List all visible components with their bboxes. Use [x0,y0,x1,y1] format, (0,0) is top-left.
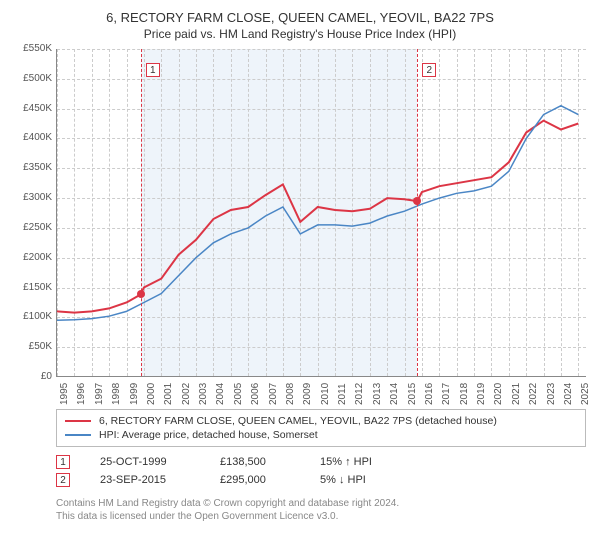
chart-container: 6, RECTORY FARM CLOSE, QUEEN CAMEL, YEOV… [0,0,600,560]
y-axis-label: £250K [12,222,52,233]
legend-swatch [65,434,91,436]
x-axis-label: 2009 [302,383,313,405]
chart-area: 12 £0£50K£100K£150K£200K£250K£300K£350K£… [12,49,588,401]
transaction-row: 1 25-OCT-1999 £138,500 15% ↑ HPI [56,453,586,471]
x-axis-label: 2012 [354,383,365,405]
x-axis-label: 2013 [372,383,383,405]
x-axis-label: 2010 [320,383,331,405]
x-axis-label: 1998 [111,383,122,405]
chart-title: 6, RECTORY FARM CLOSE, QUEEN CAMEL, YEOV… [12,10,588,25]
x-axis-label: 2014 [389,383,400,405]
y-axis-label: £50K [12,341,52,352]
transaction-price: £138,500 [220,456,290,468]
x-axis-label: 2001 [163,383,174,405]
transaction-number: 1 [56,455,70,469]
transactions-table: 1 25-OCT-1999 £138,500 15% ↑ HPI 2 23-SEP-201… [56,453,586,489]
x-axis-label: 1999 [129,383,140,405]
legend-label: 6, RECTORY FARM CLOSE, QUEEN CAMEL, YEOV… [99,415,497,427]
transaction-marker-dot [137,290,145,298]
series-line-hpi [57,106,578,321]
footnote-line: Contains HM Land Registry data © Crown c… [56,497,586,510]
y-axis-label: £350K [12,162,52,173]
x-axis-label: 2006 [250,383,261,405]
y-axis-label: £500K [12,73,52,84]
x-axis-label: 2005 [233,383,244,405]
x-axis-label: 2000 [146,383,157,405]
series-line-property [57,121,578,313]
x-axis-label: 2020 [493,383,504,405]
y-axis-label: £450K [12,103,52,114]
legend-swatch [65,420,91,422]
transaction-number: 2 [56,473,70,487]
transaction-row: 2 23-SEP-2015 £295,000 5% ↓ HPI [56,471,586,489]
legend-item: 6, RECTORY FARM CLOSE, QUEEN CAMEL, YEOV… [65,414,577,428]
y-axis-label: £400K [12,132,52,143]
transaction-date: 23-SEP-2015 [100,474,190,486]
transaction-delta: 5% ↓ HPI [320,474,366,486]
x-axis-label: 2022 [528,383,539,405]
chart-subtitle: Price paid vs. HM Land Registry's House … [12,27,588,41]
x-axis-label: 2003 [198,383,209,405]
x-axis-label: 2002 [181,383,192,405]
transaction-delta: 15% ↑ HPI [320,456,372,468]
y-axis-label: £150K [12,282,52,293]
transaction-date: 25-OCT-1999 [100,456,190,468]
x-axis-label: 2023 [546,383,557,405]
x-axis-label: 2007 [268,383,279,405]
transaction-marker-dot [413,197,421,205]
legend-item: HPI: Average price, detached house, Some… [65,428,577,442]
transaction-marker-badge: 1 [146,63,160,77]
plot-region: 12 [56,49,586,377]
x-axis-label: 1997 [94,383,105,405]
transaction-marker-badge: 2 [422,63,436,77]
x-axis-label: 2017 [441,383,452,405]
transaction-price: £295,000 [220,474,290,486]
legend: 6, RECTORY FARM CLOSE, QUEEN CAMEL, YEOV… [56,409,586,447]
x-axis-label: 2016 [424,383,435,405]
x-axis-label: 2008 [285,383,296,405]
x-axis-label: 2021 [511,383,522,405]
legend-label: HPI: Average price, detached house, Some… [99,429,318,441]
y-axis-label: £300K [12,192,52,203]
y-axis-label: £100K [12,311,52,322]
y-axis-label: £200K [12,252,52,263]
x-axis-label: 2018 [459,383,470,405]
y-axis-label: £0 [12,371,52,382]
transaction-marker-line [417,49,418,376]
x-axis-label: 2015 [407,383,418,405]
footnote: Contains HM Land Registry data © Crown c… [56,497,586,523]
y-axis-label: £550K [12,43,52,54]
x-axis-label: 2019 [476,383,487,405]
x-axis-label: 2004 [215,383,226,405]
x-axis-label: 2025 [580,383,591,405]
x-axis-label: 2011 [337,383,348,405]
transaction-marker-line [141,49,142,376]
x-axis-label: 1995 [59,383,70,405]
footnote-line: This data is licensed under the Open Gov… [56,510,586,523]
line-chart-svg [57,49,586,376]
x-axis-label: 1996 [76,383,87,405]
x-axis-label: 2024 [563,383,574,405]
